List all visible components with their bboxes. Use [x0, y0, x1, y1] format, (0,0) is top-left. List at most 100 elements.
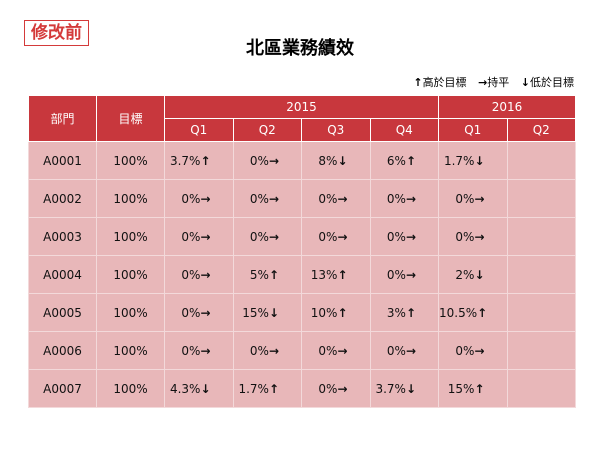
performance-cell: 0%→: [232, 331, 302, 370]
before-edit-badge: 修改前: [24, 20, 89, 46]
performance-cell: [506, 255, 576, 294]
arrow-right-icon: →: [268, 153, 279, 168]
performance-cell: 8%↓: [301, 141, 371, 180]
arrow-down-icon: ↓: [474, 267, 485, 282]
performance-cell: 3.7%↑: [164, 141, 234, 180]
performance-cell: 0%→: [301, 179, 371, 218]
cell-value: 10.5%: [439, 305, 478, 320]
header-quarter: Q4: [369, 118, 439, 142]
header-target: 目標: [96, 95, 165, 142]
target-value: 100%: [96, 255, 165, 294]
cell-value: 0%: [318, 343, 338, 358]
legend-label: 低於目標: [530, 76, 574, 89]
arrow-down-icon: ↓: [520, 76, 530, 89]
arrow-down-icon: ↓: [405, 381, 416, 396]
cell-value: 0%: [455, 229, 475, 244]
cell-value: 5%: [249, 267, 269, 282]
cell-value: 0%: [386, 267, 406, 282]
arrow-right-icon: →: [474, 191, 485, 206]
legend-above-target: ↑高於目標: [413, 76, 466, 89]
cell-value: 0%: [181, 267, 201, 282]
cell-value: 3.7%: [375, 381, 406, 396]
arrow-right-icon: →: [268, 191, 279, 206]
performance-cell: 0%→: [438, 179, 508, 218]
table-row: A0006 100% 0%→ 0%→ 0%→ 0%→ 0%→: [28, 331, 576, 370]
arrow-right-icon: →: [268, 343, 279, 358]
arrow-right-icon: →: [405, 229, 416, 244]
arrow-right-icon: →: [337, 229, 348, 244]
cell-value: 4.3%: [169, 381, 201, 396]
cell-value: 0%: [249, 229, 269, 244]
department-code: A0004: [28, 255, 97, 294]
performance-cell: 10%↑: [301, 293, 371, 332]
performance-cell: 0%→: [369, 179, 439, 218]
performance-table: 部門 目標 2015 2016 Q1 Q2 Q3 Q4 Q1 Q2 A0001 100% 3.…: [28, 95, 576, 408]
performance-cell: 4.3%↓: [164, 369, 234, 408]
performance-cell: 0%→: [164, 179, 234, 218]
performance-cell: 3%↑: [369, 293, 439, 332]
header-quarter: Q1: [164, 118, 234, 142]
header-year-2016: 2016: [438, 95, 576, 119]
performance-cell: 0%→: [232, 141, 302, 180]
cell-value: 15%: [242, 305, 269, 320]
cell-value: 0%: [181, 305, 201, 320]
performance-cell: 0%→: [164, 217, 234, 256]
arrow-up-icon: ↑: [200, 153, 211, 168]
arrow-right-icon: →: [200, 191, 211, 206]
target-value: 100%: [96, 217, 165, 256]
table-row: A0007 100% 4.3%↓ 1.7%↑ 0%→ 3.7%↓ 15%↑: [28, 369, 576, 408]
arrow-down-icon: ↓: [200, 381, 211, 396]
cell-value: 2%: [455, 267, 475, 282]
target-value: 100%: [96, 293, 165, 332]
table-row: A0001 100% 3.7%↑ 0%→ 8%↓ 6%↑ 1.7%↓: [28, 141, 576, 180]
legend-below-target: ↓低於目標: [521, 76, 574, 89]
performance-cell: [506, 217, 576, 256]
arrow-right-icon: →: [200, 343, 211, 358]
target-value: 100%: [96, 141, 165, 180]
arrow-right-icon: →: [200, 267, 211, 282]
table-row: A0004 100% 0%→ 5%↑ 13%↑ 0%→ 2%↓: [28, 255, 576, 294]
performance-cell: 0%→: [369, 217, 439, 256]
performance-cell: [506, 331, 576, 370]
department-code: A0003: [28, 217, 97, 256]
arrow-right-icon: →: [200, 229, 211, 244]
table-row: A0005 100% 0%→ 15%↓ 10%↑ 3%↑ 10.5%↑: [28, 293, 576, 332]
cell-value: 0%: [249, 191, 269, 206]
header-quarter: Q1: [438, 118, 508, 142]
arrow-right-icon: →: [405, 343, 416, 358]
header-quarter: Q2: [506, 118, 576, 142]
cell-value: 0%: [181, 229, 201, 244]
performance-cell: 1.7%↑: [232, 369, 302, 408]
arrow-down-icon: ↓: [337, 153, 348, 168]
legend-label: 持平: [487, 76, 510, 89]
cell-value: 0%: [249, 343, 269, 358]
performance-cell: 2%↓: [438, 255, 508, 294]
arrow-right-icon: →: [337, 343, 348, 358]
department-code: A0002: [28, 179, 97, 218]
performance-cell: 3.7%↓: [369, 369, 439, 408]
cell-value: 15%: [447, 381, 475, 396]
target-value: 100%: [96, 331, 165, 370]
arrow-up-icon: ↑: [413, 76, 423, 89]
arrow-down-icon: ↓: [474, 153, 485, 168]
cell-value: 0%: [249, 153, 269, 168]
department-code: A0007: [28, 369, 97, 408]
performance-cell: 1.7%↓: [438, 141, 508, 180]
legend-flat: →持平: [478, 76, 509, 89]
header-year-2015: 2015: [164, 95, 439, 119]
arrow-right-icon: →: [337, 191, 348, 206]
table-row: A0003 100% 0%→ 0%→ 0%→ 0%→ 0%→: [28, 217, 576, 256]
cell-value: 10%: [310, 305, 338, 320]
arrow-right-icon: →: [405, 191, 416, 206]
arrow-up-icon: ↑: [268, 267, 279, 282]
performance-cell: 0%→: [232, 217, 302, 256]
table-row: A0002 100% 0%→ 0%→ 0%→ 0%→ 0%→: [28, 179, 576, 218]
cell-value: 6%: [386, 153, 406, 168]
performance-cell: 0%→: [232, 179, 302, 218]
arrow-right-icon: →: [200, 305, 211, 320]
cell-value: 13%: [310, 267, 338, 282]
arrow-up-icon: ↑: [477, 305, 488, 320]
performance-cell: 0%→: [369, 255, 439, 294]
cell-value: 0%: [455, 191, 475, 206]
cell-value: 0%: [386, 191, 406, 206]
